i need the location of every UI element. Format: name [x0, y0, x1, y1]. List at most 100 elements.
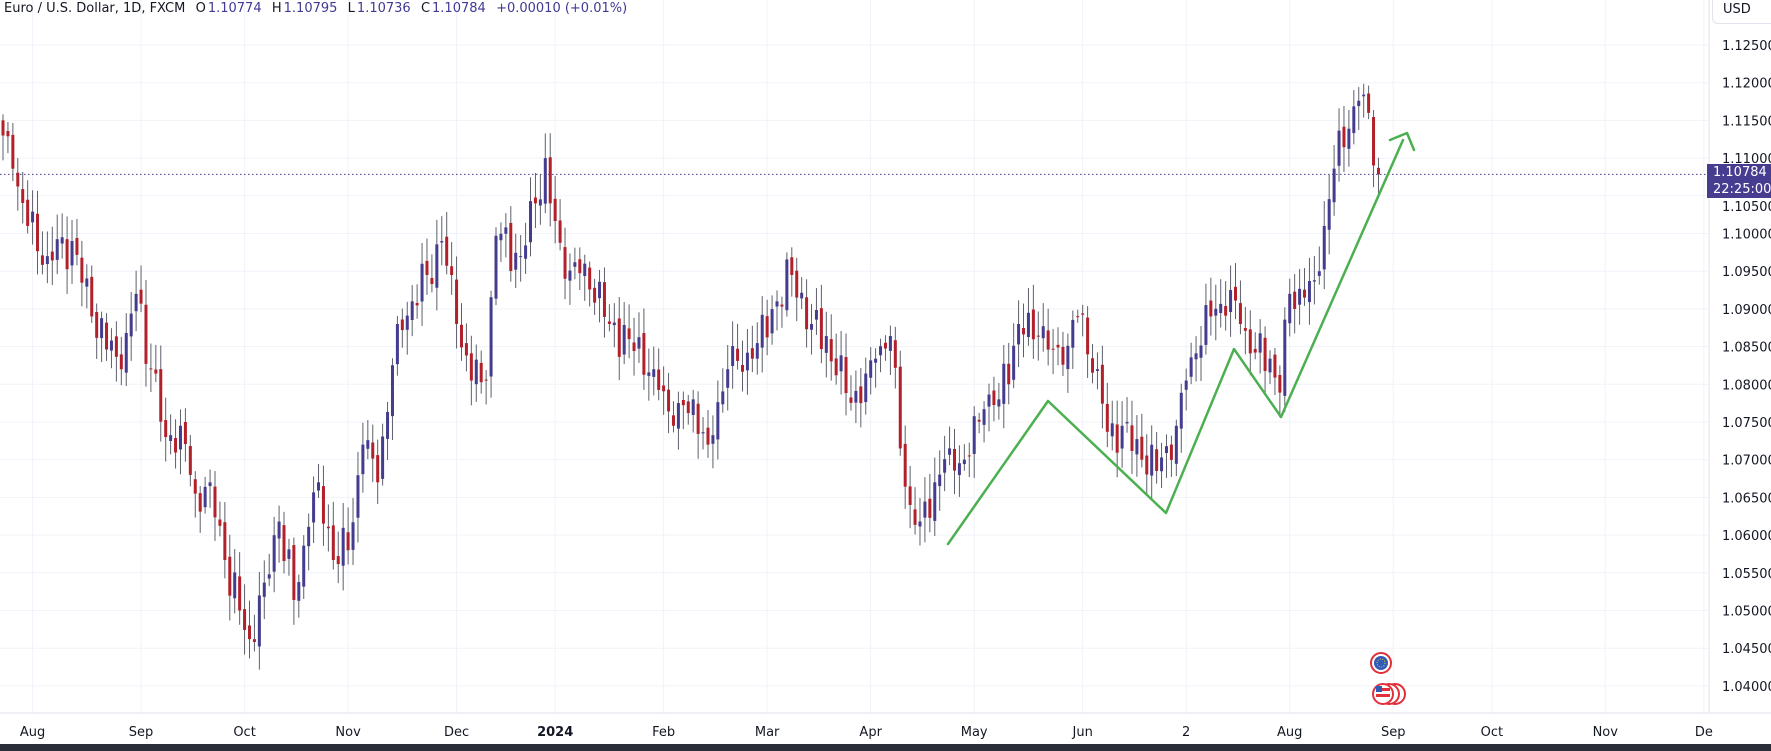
candle	[731, 321, 735, 389]
candle-body	[60, 237, 64, 244]
candle-body	[1150, 444, 1154, 476]
candle-body	[1140, 436, 1144, 460]
candle	[1086, 306, 1090, 378]
candle-body	[987, 394, 991, 407]
candle-body	[218, 519, 222, 526]
candle	[1293, 274, 1297, 334]
candle-body	[893, 340, 897, 368]
candle	[193, 471, 197, 518]
candle	[326, 504, 330, 552]
candle	[1041, 303, 1045, 352]
candle	[302, 535, 306, 599]
candle-body	[637, 337, 641, 349]
time-tick-label: Apr	[859, 725, 882, 740]
time-tick-label: Sep	[129, 725, 154, 740]
candle	[533, 172, 537, 228]
candle-body	[70, 241, 74, 266]
candle-body	[149, 368, 153, 370]
candle	[1095, 352, 1099, 390]
candle-body	[874, 358, 878, 363]
candle-body	[159, 369, 163, 422]
candle-body	[233, 572, 237, 599]
candle	[913, 487, 917, 535]
candle-body	[445, 236, 449, 266]
candle	[105, 313, 109, 361]
candle-body	[1026, 312, 1030, 338]
candle	[829, 314, 833, 381]
candle	[962, 444, 966, 471]
candle-body	[464, 343, 468, 356]
currency-button[interactable]: USD	[1712, 0, 1771, 24]
candle-body	[1372, 117, 1376, 166]
candle-body	[213, 486, 217, 518]
zigzag-line[interactable]	[946, 138, 1405, 546]
candle	[967, 442, 971, 478]
candle-body	[1056, 344, 1060, 348]
candle-body	[321, 486, 325, 524]
candle-body	[543, 158, 547, 204]
candle-body	[1234, 286, 1237, 301]
candle	[770, 295, 774, 345]
candle-body	[706, 427, 710, 445]
time-axis[interactable]: Aug Sep Oct Nov Dec 2024 Feb Mar Apr May Jun 2 Aug Se…	[20, 725, 1713, 740]
candle-body	[790, 257, 794, 275]
candle	[312, 476, 316, 544]
candle-body	[1002, 363, 1006, 404]
candle	[1155, 432, 1159, 484]
candle	[40, 231, 44, 275]
candle-body	[602, 282, 606, 317]
price-tick-label: 1.11500	[1722, 114, 1771, 129]
candle-body	[533, 197, 537, 204]
candle	[667, 372, 671, 434]
candle-body	[455, 279, 459, 324]
candle	[1307, 257, 1311, 325]
candle	[1268, 350, 1272, 385]
candle	[26, 180, 30, 234]
candle-body	[198, 493, 202, 512]
candle-body	[100, 318, 104, 339]
candle	[351, 497, 355, 566]
candle	[90, 265, 94, 323]
candle	[31, 190, 35, 245]
price-tick-label: 1.09000	[1722, 303, 1771, 318]
candle-body	[957, 463, 961, 476]
candle-body	[277, 521, 281, 539]
candle	[1234, 262, 1237, 320]
candle	[282, 511, 286, 574]
candle-body	[1194, 353, 1198, 360]
candle	[879, 338, 883, 373]
candle	[494, 227, 498, 306]
candle	[292, 537, 296, 625]
candle	[109, 328, 113, 369]
price-tick-label: 1.07500	[1722, 416, 1771, 431]
grid	[0, 0, 1709, 713]
candle-body	[119, 354, 123, 370]
candle	[1352, 90, 1356, 145]
candle-body	[839, 355, 843, 372]
candle	[440, 216, 444, 266]
candle	[810, 303, 814, 355]
candle-body	[524, 245, 528, 259]
open-label: O	[195, 1, 206, 16]
candle	[598, 269, 602, 323]
candle-body	[1273, 354, 1277, 378]
candle-body	[302, 545, 306, 587]
candle-body	[903, 443, 907, 487]
candle-body	[538, 199, 542, 206]
candle-body	[691, 399, 695, 415]
price-axis[interactable]: 1.04000 1.04500 1.05000 1.05500 1.06000 1.065…	[1722, 39, 1771, 695]
candle	[543, 133, 547, 214]
candle-body	[1051, 348, 1055, 350]
candle-body	[755, 343, 759, 359]
candle-body	[780, 304, 784, 307]
candle	[785, 252, 789, 317]
zigzag-drawing[interactable]	[946, 131, 1416, 546]
time-tick-label: Nov	[1593, 725, 1619, 740]
candle-body	[238, 576, 242, 611]
candle-body	[203, 486, 207, 508]
candle-body	[1298, 288, 1302, 305]
candle	[553, 175, 557, 244]
candle-body	[686, 401, 690, 414]
candle-body	[676, 403, 680, 429]
